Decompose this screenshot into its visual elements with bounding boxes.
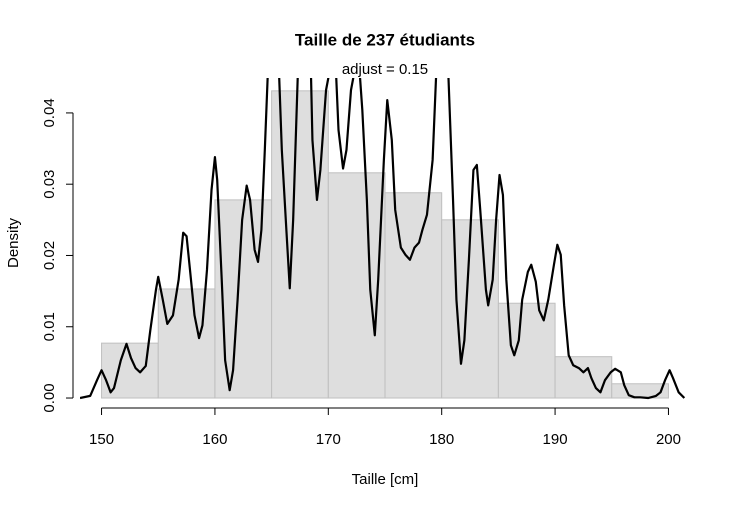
histogram-bar <box>157 288 216 399</box>
histogram-bar <box>271 90 329 399</box>
y-tick-label: 0.02 <box>41 241 58 270</box>
x-tick-label: 160 <box>202 431 227 448</box>
x-tick-label: 150 <box>89 431 114 448</box>
density-line <box>80 78 686 400</box>
y-tick-label: 0.03 <box>41 170 58 199</box>
chart-title: Taille de 237 étudiants <box>295 30 475 49</box>
x-tick-label: 180 <box>429 431 454 448</box>
x-tick-label: 170 <box>316 431 341 448</box>
x-tick-label: 200 <box>656 431 681 448</box>
y-axis-label: Density <box>5 217 22 268</box>
chart-subtitle: adjust = 0.15 <box>342 61 428 78</box>
y-tick-label: 0.01 <box>41 312 58 341</box>
histogram-bar <box>327 172 386 399</box>
y-tick-label: 0.04 <box>41 98 58 127</box>
histogram-bar <box>497 302 556 399</box>
histogram-bar <box>384 192 443 399</box>
y-tick-label: 0.00 <box>41 383 58 412</box>
histogram-bar <box>554 356 613 399</box>
x-axis-label: Taille [cm] <box>352 471 419 488</box>
x-tick-label: 190 <box>543 431 568 448</box>
